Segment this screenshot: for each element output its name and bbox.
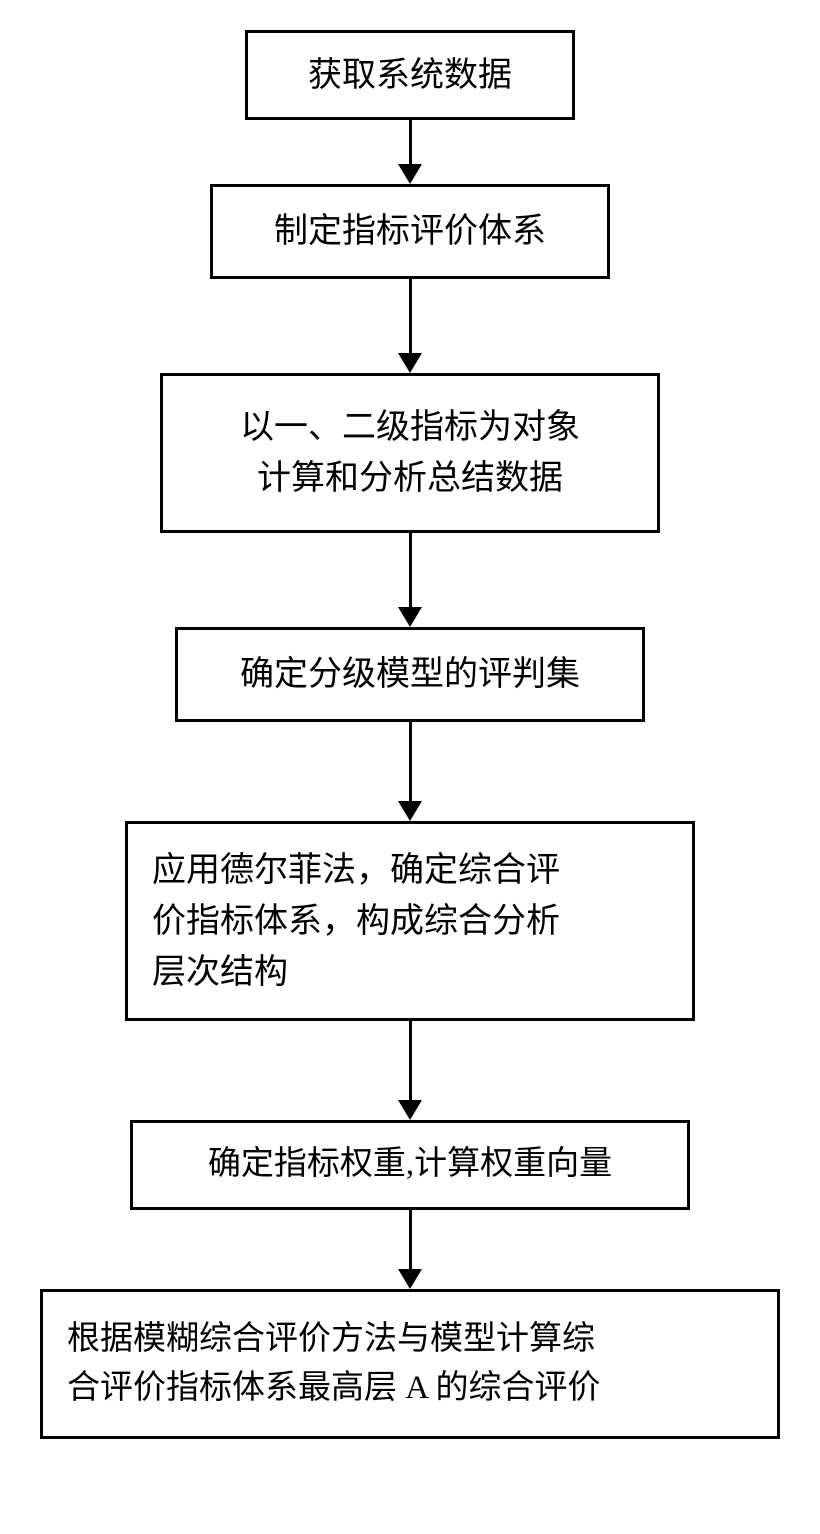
flowchart-node-n5: 应用德尔菲法，确定综合评 价指标体系，构成综合分析 层次结构 [125,821,695,1021]
arrow-head-icon [398,607,422,627]
flowchart-node-n1: 获取系统数据 [245,30,575,120]
arrow-head-icon [398,1100,422,1120]
flowchart-node-text: 根据模糊综合评价方法与模型计算综 合评价指标体系最高层 A 的综合评价 [67,1315,601,1414]
flowchart-node-n3: 以一、二级指标为对象 计算和分析总结数据 [160,373,660,533]
flowchart-node-text: 以一、二级指标为对象 计算和分析总结数据 [240,402,580,504]
flowchart-arrow [398,1210,422,1289]
flowchart-node-n2: 制定指标评价体系 [210,184,610,279]
arrow-line [409,722,412,802]
flowchart-node-text: 应用德尔菲法，确定综合评 价指标体系，构成综合分析 层次结构 [152,845,560,998]
flowchart-node-n6: 确定指标权重,计算权重向量 [130,1120,690,1210]
arrow-line [409,279,412,354]
flowchart-container: 获取系统数据制定指标评价体系以一、二级指标为对象 计算和分析总结数据确定分级模型… [0,0,820,1439]
arrow-head-icon [398,353,422,373]
flowchart-node-n4: 确定分级模型的评判集 [175,627,645,722]
arrow-head-icon [398,801,422,821]
arrow-head-icon [398,164,422,184]
flowchart-arrow [398,120,422,184]
flowchart-node-text: 制定指标评价体系 [274,206,546,257]
flowchart-node-text: 确定指标权重,计算权重向量 [208,1140,612,1190]
flowchart-arrow [398,279,422,373]
flowchart-arrow [398,722,422,821]
arrow-line [409,1210,412,1270]
flowchart-arrow [398,1021,422,1120]
flowchart-node-text: 获取系统数据 [308,50,512,101]
flowchart-node-text: 确定分级模型的评判集 [240,649,580,700]
flowchart-arrow [398,533,422,627]
arrow-line [409,533,412,608]
arrow-head-icon [398,1269,422,1289]
arrow-line [409,1021,412,1101]
flowchart-node-n7: 根据模糊综合评价方法与模型计算综 合评价指标体系最高层 A 的综合评价 [40,1289,780,1439]
arrow-line [409,120,412,165]
